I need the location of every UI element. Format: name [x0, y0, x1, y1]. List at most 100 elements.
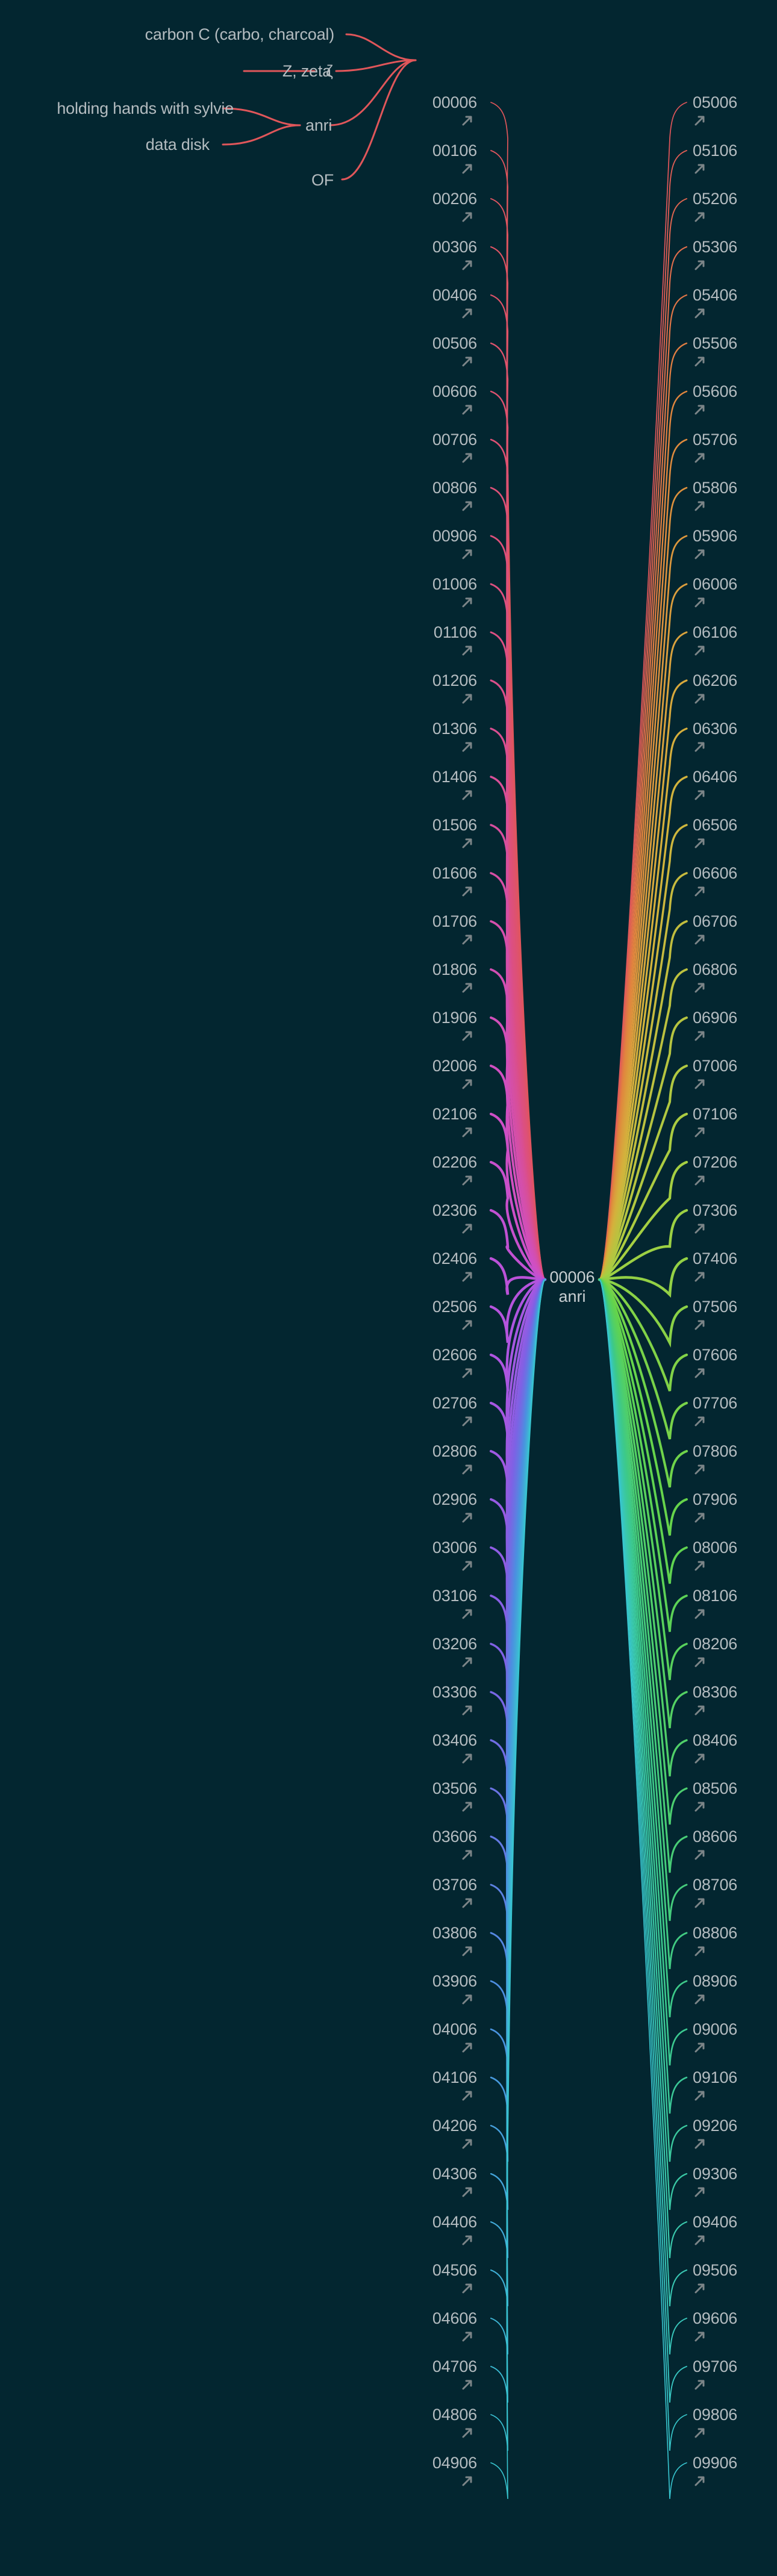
right-node-07806[interactable]: 07806 [693, 1442, 738, 1460]
link-arrow-icon[interactable] [694, 1078, 706, 1090]
link-arrow-icon[interactable] [694, 1560, 706, 1572]
link-arrow-icon[interactable] [461, 1704, 473, 1716]
right-node-06006[interactable]: 06006 [693, 575, 738, 593]
left-node-04606[interactable]: 04606 [432, 2309, 477, 2327]
link-arrow-icon[interactable] [461, 1319, 473, 1331]
left-node-01306[interactable]: 01306 [432, 720, 477, 738]
link-arrow-icon[interactable] [461, 2378, 473, 2391]
right-node-06906[interactable]: 06906 [693, 1009, 738, 1027]
left-node-00106[interactable]: 00106 [432, 142, 477, 160]
left-node-00406[interactable]: 00406 [432, 286, 477, 304]
branch-node-zeta-name[interactable]: Z, zeta [282, 62, 331, 80]
link-arrow-icon[interactable] [694, 548, 706, 560]
left-node-03006[interactable]: 03006 [432, 1538, 477, 1557]
link-arrow-icon[interactable] [694, 1945, 706, 1957]
left-node-04906[interactable]: 04906 [432, 2454, 477, 2472]
link-arrow-icon[interactable] [694, 1271, 706, 1283]
link-arrow-icon[interactable] [461, 211, 473, 223]
left-node-00706[interactable]: 00706 [432, 431, 477, 449]
link-arrow-icon[interactable] [461, 1656, 473, 1668]
left-node-02106[interactable]: 02106 [432, 1105, 477, 1123]
left-node-04406[interactable]: 04406 [432, 2213, 477, 2231]
right-node-08306[interactable]: 08306 [693, 1683, 738, 1701]
link-arrow-icon[interactable] [461, 2282, 473, 2294]
link-arrow-icon[interactable] [694, 885, 706, 897]
branch-node-carbon[interactable]: carbon C (carbo, charcoal) [145, 25, 335, 43]
left-node-00806[interactable]: 00806 [432, 479, 477, 497]
right-node-05606[interactable]: 05606 [693, 382, 738, 400]
left-node-02806[interactable]: 02806 [432, 1442, 477, 1460]
link-arrow-icon[interactable] [461, 1367, 473, 1379]
link-arrow-icon[interactable] [694, 2041, 706, 2053]
right-node-08606[interactable]: 08606 [693, 1828, 738, 1846]
link-arrow-icon[interactable] [461, 885, 473, 897]
left-node-01506[interactable]: 01506 [432, 816, 477, 834]
right-node-09106[interactable]: 09106 [693, 2068, 738, 2086]
link-arrow-icon[interactable] [694, 452, 706, 464]
link-arrow-icon[interactable] [694, 307, 706, 319]
link-arrow-icon[interactable] [461, 1608, 473, 1620]
link-arrow-icon[interactable] [461, 163, 473, 175]
link-arrow-icon[interactable] [694, 1174, 706, 1186]
right-node-09206[interactable]: 09206 [693, 2117, 738, 2135]
link-arrow-icon[interactable] [461, 596, 473, 608]
link-arrow-icon[interactable] [461, 2089, 473, 2102]
link-arrow-icon[interactable] [694, 2282, 706, 2294]
link-arrow-icon[interactable] [694, 837, 706, 849]
right-node-08906[interactable]: 08906 [693, 1972, 738, 1990]
link-arrow-icon[interactable] [461, 1897, 473, 1909]
left-node-01106[interactable]: 01106 [433, 623, 477, 641]
right-node-08406[interactable]: 08406 [693, 1731, 738, 1749]
link-arrow-icon[interactable] [694, 2475, 706, 2487]
left-node-00506[interactable]: 00506 [432, 334, 477, 352]
right-node-07506[interactable]: 07506 [693, 1298, 738, 1316]
link-arrow-icon[interactable] [694, 355, 706, 367]
link-arrow-icon[interactable] [694, 1993, 706, 2005]
link-arrow-icon[interactable] [694, 741, 706, 753]
left-node-03306[interactable]: 03306 [432, 1683, 477, 1701]
link-arrow-icon[interactable] [694, 2234, 706, 2246]
link-arrow-icon[interactable] [694, 789, 706, 801]
link-arrow-icon[interactable] [461, 259, 473, 271]
branch-node-of[interactable]: OF [311, 171, 334, 189]
right-node-08006[interactable]: 08006 [693, 1538, 738, 1557]
left-node-02606[interactable]: 02606 [432, 1346, 477, 1364]
link-arrow-icon[interactable] [461, 1560, 473, 1572]
right-node-07206[interactable]: 07206 [693, 1153, 738, 1171]
link-arrow-icon[interactable] [461, 548, 473, 560]
left-node-03106[interactable]: 03106 [432, 1587, 477, 1605]
branch-node-holding-hands[interactable]: holding hands with sylvie [57, 99, 234, 117]
left-node-02706[interactable]: 02706 [432, 1394, 477, 1412]
link-arrow-icon[interactable] [694, 1463, 706, 1475]
branch-node-anri[interactable]: anri [305, 116, 332, 134]
link-arrow-icon[interactable] [461, 2330, 473, 2342]
link-arrow-icon[interactable] [461, 452, 473, 464]
right-node-06806[interactable]: 06806 [693, 960, 738, 978]
link-arrow-icon[interactable] [694, 644, 706, 656]
link-arrow-icon[interactable] [694, 2186, 706, 2198]
link-arrow-icon[interactable] [461, 789, 473, 801]
link-arrow-icon[interactable] [461, 1415, 473, 1427]
right-node-07306[interactable]: 07306 [693, 1201, 738, 1219]
right-node-09006[interactable]: 09006 [693, 2020, 738, 2038]
left-node-04206[interactable]: 04206 [432, 2117, 477, 2135]
link-arrow-icon[interactable] [694, 403, 706, 415]
link-arrow-icon[interactable] [461, 403, 473, 415]
link-arrow-icon[interactable] [461, 2234, 473, 2246]
right-node-07706[interactable]: 07706 [693, 1394, 738, 1412]
link-arrow-icon[interactable] [694, 1704, 706, 1716]
left-node-01706[interactable]: 01706 [432, 912, 477, 930]
link-arrow-icon[interactable] [694, 1126, 706, 1138]
link-arrow-icon[interactable] [694, 2427, 706, 2439]
right-node-08206[interactable]: 08206 [693, 1635, 738, 1653]
left-node-04806[interactable]: 04806 [432, 2406, 477, 2424]
left-node-04106[interactable]: 04106 [432, 2068, 477, 2086]
right-node-07006[interactable]: 07006 [693, 1057, 738, 1075]
left-node-00306[interactable]: 00306 [432, 238, 477, 256]
link-arrow-icon[interactable] [694, 1367, 706, 1379]
right-node-08106[interactable]: 08106 [693, 1587, 738, 1605]
link-arrow-icon[interactable] [694, 500, 706, 512]
link-arrow-icon[interactable] [461, 933, 473, 945]
left-node-03806[interactable]: 03806 [432, 1924, 477, 1942]
left-node-01606[interactable]: 01606 [432, 864, 477, 882]
